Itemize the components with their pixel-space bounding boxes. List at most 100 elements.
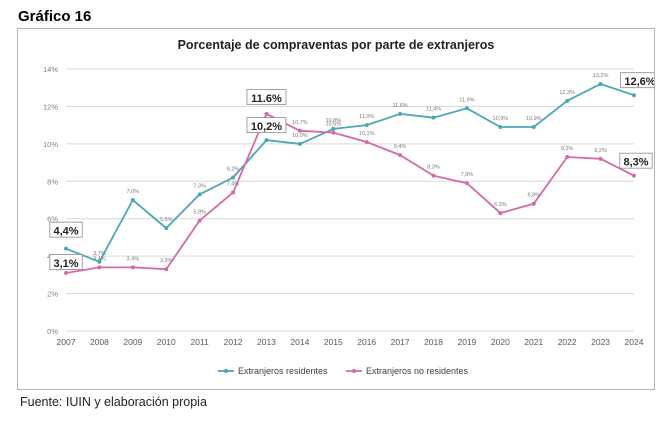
highlight-label: 4,4% — [53, 226, 78, 238]
data-point — [97, 259, 102, 264]
chart-title: Porcentaje de compraventas por parte de … — [178, 38, 495, 52]
data-point — [632, 93, 636, 98]
data-label: 10,8% — [325, 118, 341, 124]
x-tick-label: 2013 — [257, 337, 276, 347]
data-label: 9,3% — [561, 146, 574, 152]
y-tick-label: 14% — [43, 65, 58, 74]
data-label: 10,0% — [292, 133, 308, 139]
highlight-label: 8,3% — [623, 157, 648, 169]
data-label: 8,3% — [427, 165, 440, 171]
figure-number: Gráfico 16 — [18, 8, 92, 25]
highlight-label: 11.6% — [251, 93, 282, 105]
data-point — [498, 211, 503, 216]
x-tick-label: 2010 — [157, 337, 176, 347]
data-point — [331, 126, 336, 131]
data-point — [364, 123, 369, 128]
data-label: 3,7% — [93, 251, 106, 257]
data-label: 9,4% — [394, 144, 407, 150]
highlight-label-box — [619, 152, 653, 169]
x-tick-label: 2007 — [57, 337, 76, 347]
data-label: 5,9% — [193, 210, 206, 216]
data-label: 10,9% — [526, 116, 542, 122]
data-point — [164, 267, 169, 272]
data-label: 3,4% — [93, 256, 106, 262]
highlight-label-box — [620, 72, 654, 89]
x-tick-label: 2011 — [191, 337, 210, 347]
data-point — [632, 173, 636, 178]
data-label: 11,0% — [359, 114, 374, 120]
series-line — [65, 112, 635, 274]
data-label: 10,1% — [359, 131, 375, 137]
data-label: 11,4% — [426, 107, 441, 113]
data-point — [297, 141, 302, 146]
data-label: 11,6% — [393, 103, 408, 109]
data-point — [264, 138, 269, 143]
highlight-label-box — [49, 221, 83, 238]
chart-frame: Porcentaje de compraventas por parte de … — [17, 28, 655, 390]
data-label: 6,8% — [527, 193, 540, 199]
y-tick-label: 6% — [47, 215, 58, 224]
x-tick-label: 2008 — [90, 337, 109, 347]
highlight-label-box — [246, 117, 287, 134]
data-label: 7,4% — [227, 182, 240, 188]
data-label: 12,3% — [559, 90, 575, 96]
data-label: 7,0% — [127, 189, 140, 195]
data-point — [364, 139, 369, 144]
legend-label: Extranjeros residentes — [238, 366, 328, 376]
data-point — [130, 198, 135, 202]
data-point — [531, 125, 536, 130]
y-tick-label: 12% — [43, 102, 58, 111]
data-label: 7,9% — [461, 172, 474, 178]
data-label: 3,3% — [160, 258, 173, 264]
data-label: 11,9% — [459, 97, 474, 103]
data-label: 5,5% — [160, 217, 173, 223]
x-tick-label: 2015 — [324, 337, 343, 347]
x-tick-label: 2018 — [424, 337, 443, 347]
legend-label: Extranjeros no residentes — [366, 366, 469, 376]
data-point — [231, 190, 236, 195]
legend: Extranjeros residentes Extranjeros no res… — [218, 366, 469, 376]
data-point — [464, 181, 469, 186]
x-tick-label: 2019 — [457, 337, 476, 347]
data-label: 9,2% — [594, 148, 607, 154]
axes: 0%2%4%6%8%10%12%14%200720082009201020112… — [43, 65, 644, 347]
y-tick-label: 10% — [43, 140, 58, 149]
gridlines — [66, 68, 634, 332]
x-tick-label: 2022 — [558, 337, 577, 347]
data-label: 7,3% — [193, 183, 206, 189]
highlight-label-box — [246, 89, 287, 105]
highlight-label-box — [49, 254, 83, 270]
data-point — [331, 130, 336, 135]
data-point — [264, 111, 269, 116]
y-tick-label: 2% — [47, 290, 58, 299]
series-line — [65, 83, 635, 263]
x-tick-label: 2020 — [491, 337, 510, 347]
data-point — [164, 226, 169, 231]
y-tick-label: 8% — [47, 177, 58, 186]
data-point — [64, 246, 68, 251]
data-point — [231, 175, 236, 180]
x-tick-label: 2009 — [123, 337, 142, 347]
series-lines — [64, 81, 636, 275]
data-point — [197, 192, 202, 197]
data-point — [598, 81, 603, 86]
x-tick-label: 2014 — [290, 337, 309, 347]
data-label: 8,2% — [227, 167, 240, 173]
line-chart: Porcentaje de compraventas por parte de … — [43, 38, 654, 376]
data-point — [130, 265, 135, 270]
x-tick-label: 2024 — [625, 337, 644, 347]
x-tick-label: 2023 — [591, 337, 610, 347]
highlight-label: 12,6% — [624, 76, 654, 88]
source-note: Fuente: IUIN y elaboración propia — [20, 395, 207, 409]
x-tick-label: 2017 — [391, 337, 410, 347]
legend-marker — [224, 369, 228, 373]
data-label: 13,2% — [593, 73, 609, 79]
data-label: 10,7% — [292, 120, 308, 126]
data-point — [431, 115, 436, 120]
data-point — [464, 106, 469, 111]
data-point — [398, 111, 403, 116]
x-tick-label: 2012 — [224, 337, 243, 347]
data-label: 6,3% — [494, 202, 507, 208]
highlight-label: 3,1% — [53, 258, 78, 270]
highlight-label: 10,2% — [251, 121, 282, 133]
